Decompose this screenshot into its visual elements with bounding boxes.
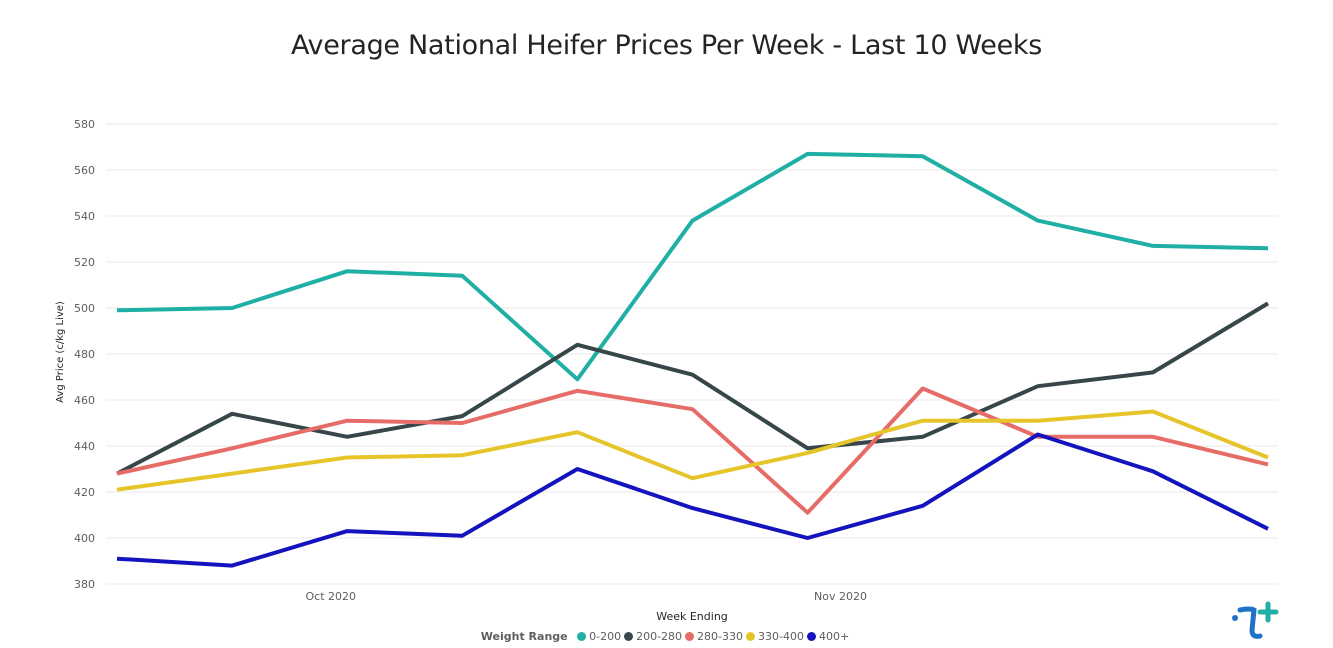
y-tick-label: 460 xyxy=(74,394,95,407)
legend-label: 0-200 xyxy=(589,630,622,643)
legend-swatch xyxy=(746,632,756,641)
legend-item-330-400[interactable]: 330-400 xyxy=(746,630,804,643)
legend-label: 400+ xyxy=(818,630,850,643)
legend-swatch xyxy=(624,632,634,641)
series-line-200-280 xyxy=(116,301,1270,476)
legend-swatch xyxy=(685,632,695,641)
y-axis-ticks: 380 400 420 440 460 480 500 520 540 560 580 xyxy=(74,118,95,591)
y-tick-label: 560 xyxy=(74,164,95,177)
legend-title: Weight Range xyxy=(480,630,568,643)
legend-items: 0-200 200-280 280-330 330-400 400+ xyxy=(577,630,852,643)
y-tick-label: 540 xyxy=(74,210,95,223)
y-tick-label: 520 xyxy=(74,256,95,269)
x-tick-label: Oct 2020 xyxy=(305,590,356,603)
y-tick-label: 400 xyxy=(74,532,95,545)
series-lines xyxy=(116,151,1270,568)
series-line-280-330 xyxy=(116,386,1269,515)
series-line-400+ xyxy=(116,432,1269,568)
chart-title: Average National Heifer Prices Per Week … xyxy=(290,30,1043,61)
y-axis-title: Avg Price (c/kg Live) xyxy=(55,301,66,403)
y-tick-label: 380 xyxy=(74,578,95,591)
series-line-330-400 xyxy=(116,409,1269,492)
x-axis-ticks: Oct 2020 Nov 2020 xyxy=(305,590,866,603)
legend-label: 330-400 xyxy=(758,630,804,643)
legend-label: 280-330 xyxy=(697,630,744,643)
legend-swatch xyxy=(806,632,816,641)
x-tick-label: Nov 2020 xyxy=(814,590,867,603)
gridlines xyxy=(106,123,1278,585)
series-line-0-200 xyxy=(116,151,1269,382)
y-tick-label: 480 xyxy=(74,348,95,361)
x-axis-title: Week Ending xyxy=(656,610,728,623)
y-tick-label: 440 xyxy=(74,440,95,453)
legend-item-0-200[interactable]: 0-200 xyxy=(577,630,621,643)
legend-item-200-280[interactable]: 200-280 xyxy=(624,630,682,643)
y-tick-label: 420 xyxy=(74,486,95,499)
y-tick-label: 580 xyxy=(74,118,95,131)
legend-label: 200-280 xyxy=(636,630,683,643)
legend: Weight Range 0-200 200-280 280-330 330-400 4… xyxy=(0,630,1333,643)
legend-item-280-330[interactable]: 280-330 xyxy=(685,630,743,643)
y-tick-label: 500 xyxy=(74,302,95,315)
legend-swatch xyxy=(577,632,587,641)
legend-item-400+[interactable]: 400+ xyxy=(806,630,850,643)
brand-logo-icon xyxy=(1232,601,1279,639)
